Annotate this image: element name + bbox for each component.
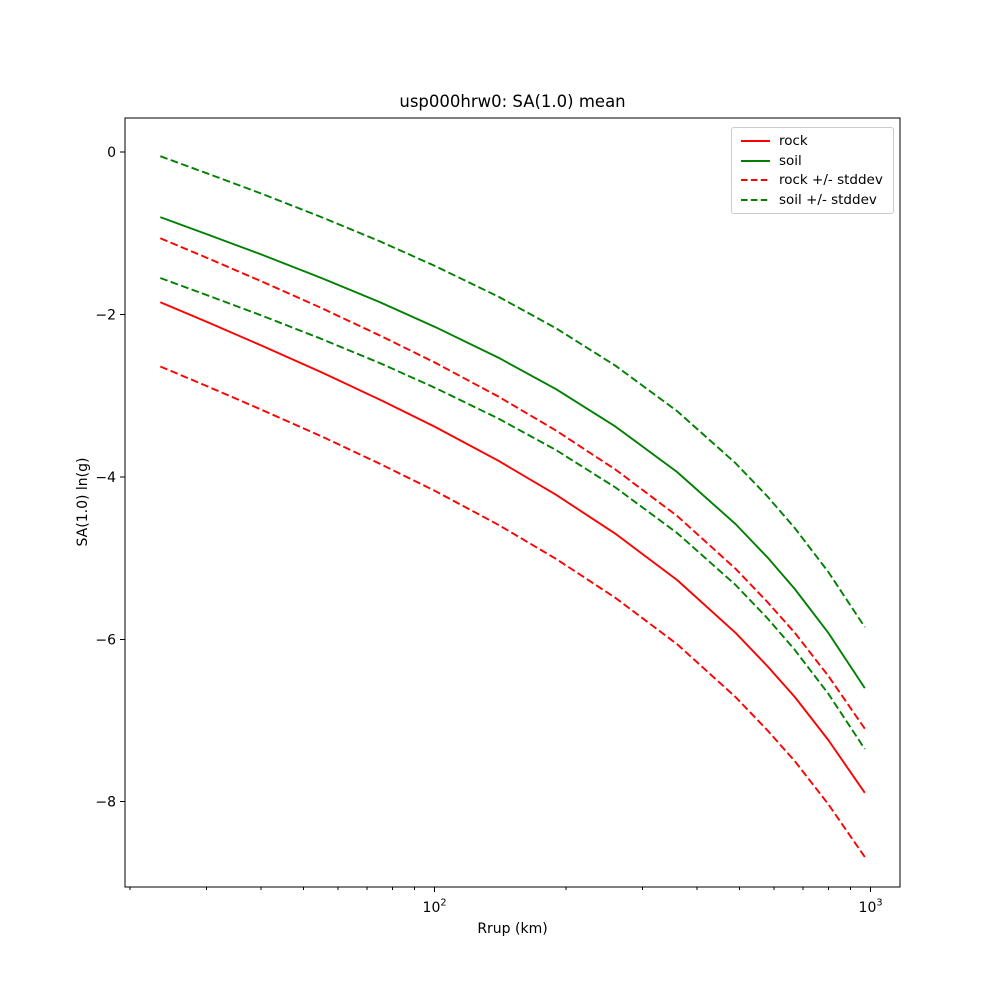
legend-label: rock +/- stddev <box>779 172 883 189</box>
y-tick-label: −2 <box>95 308 116 324</box>
legend: rock soil rock +/- stddev soil +/- stddev <box>731 127 894 215</box>
legend-line-sample <box>741 159 770 162</box>
x-tick-label: 102 <box>423 898 447 917</box>
legend-line-sample <box>741 199 770 202</box>
chart-title: usp000hrw0: SA(1.0) mean <box>399 92 626 111</box>
y-tick-label: −6 <box>95 632 116 648</box>
legend-item-soil: soil <box>740 151 885 171</box>
curve-rock-mean <box>159 301 866 794</box>
legend-label: soil +/- stddev <box>779 192 877 209</box>
legend-item-rock-stddev: rock +/- stddev <box>740 171 885 191</box>
legend-line-sample <box>741 179 770 182</box>
y-tick-label: −8 <box>95 795 116 811</box>
curve-soil-stddev-minus <box>159 277 866 750</box>
x-axis-label: Rrup (km) <box>477 921 548 937</box>
legend-label: soil <box>779 152 802 169</box>
curve-soil-stddev-plus <box>159 155 866 628</box>
curve-rock-stddev-plus <box>159 237 866 730</box>
legend-line-sample <box>741 139 770 142</box>
legend-item-rock: rock <box>740 131 885 151</box>
curve-soil-mean <box>159 216 866 689</box>
legend-item-soil-stddev: soil +/- stddev <box>740 190 885 210</box>
curve-rock-stddev-minus <box>159 365 866 858</box>
legend-label: rock <box>779 132 808 149</box>
axes-frame <box>124 117 901 888</box>
y-axis-label: SA(1.0) ln(g) <box>75 457 91 547</box>
y-tick-label: −4 <box>95 470 116 486</box>
y-tick-label: 0 <box>107 145 116 161</box>
x-tick-label: 103 <box>859 898 883 917</box>
